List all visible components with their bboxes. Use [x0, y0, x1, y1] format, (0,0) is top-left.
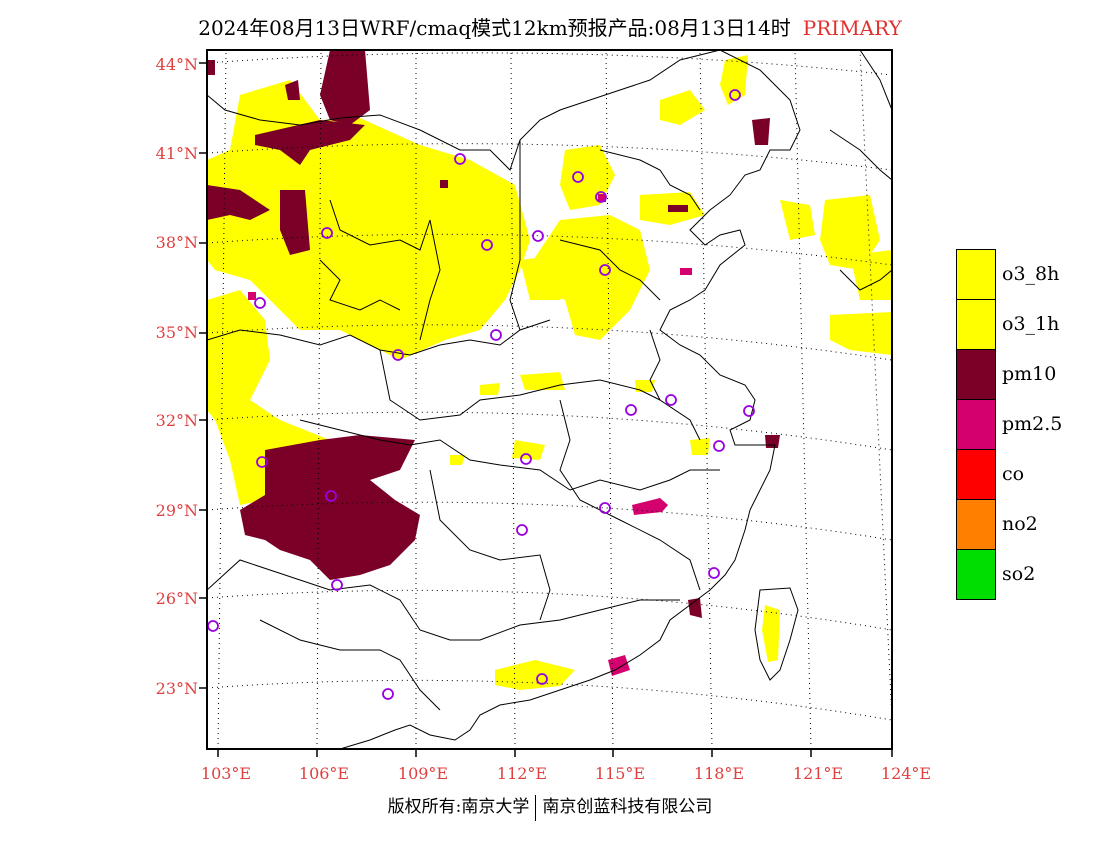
legend-item-co: co: [956, 449, 1096, 499]
legend-label: so2: [1002, 563, 1036, 585]
lon-label-103: 103°E: [200, 764, 252, 783]
legend-item-no2: no2: [956, 499, 1096, 549]
lat-label-29: 29°N: [155, 501, 198, 520]
footer-divider: [535, 794, 537, 821]
lat-label-35: 35°N: [155, 323, 198, 342]
station-markers: [207, 89, 755, 700]
legend-swatch: [956, 249, 996, 299]
legend-label: pm2.5: [1002, 413, 1063, 435]
axis-ticks: [199, 62, 893, 757]
copyright-footer: 版权所有:南京大学 南京创蓝科技有限公司: [0, 792, 1100, 821]
lat-label-23: 23°N: [155, 679, 198, 698]
legend-swatch: [956, 399, 996, 449]
boundaries: [207, 50, 892, 749]
legend-item-o3-8h: o3_8h: [956, 249, 1096, 299]
pollutant-legend: o3_8h o3_1h pm10 pm2.5 co no2 so2: [956, 249, 1096, 600]
graticule: [207, 50, 892, 749]
map-title: 2024年08月13日WRF/cmaq模式12km预报产品:08月13日14时 P…: [0, 12, 1100, 41]
legend-swatch: [956, 349, 996, 399]
lat-label-44: 44°N: [155, 55, 198, 74]
map-frame: [206, 49, 893, 750]
copyright-right: 南京创蓝科技有限公司: [542, 797, 713, 817]
legend-label: no2: [1002, 513, 1038, 535]
title-main: 2024年08月13日WRF/cmaq模式12km预报产品:08月13日14时: [198, 16, 791, 40]
copyright-left: 版权所有:南京大学: [387, 797, 530, 817]
legend-item-pm10: pm10: [956, 349, 1096, 399]
lat-label-38: 38°N: [155, 233, 198, 252]
map-content: [207, 50, 892, 749]
lon-label-115: 115°E: [594, 764, 646, 783]
legend-label: o3_1h: [1002, 313, 1060, 335]
pm10-exceedance-area: [207, 50, 780, 618]
lon-label-112: 112°E: [496, 764, 548, 783]
legend-item-so2: so2: [956, 549, 1096, 600]
legend-item-pm25: pm2.5: [956, 399, 1096, 449]
lon-label-121: 121°E: [792, 764, 844, 783]
lon-label-106: 106°E: [298, 764, 350, 783]
title-tag: PRIMARY: [802, 16, 902, 40]
legend-label: pm10: [1002, 363, 1057, 385]
legend-item-o3-1h: o3_1h: [956, 299, 1096, 349]
lon-label-124: 124°E: [880, 764, 932, 783]
legend-label: o3_8h: [1002, 263, 1060, 285]
lon-label-109: 109°E: [397, 764, 449, 783]
legend-swatch: [956, 449, 996, 499]
legend-swatch: [956, 549, 996, 600]
lat-label-26: 26°N: [155, 589, 198, 608]
legend-swatch: [956, 299, 996, 349]
lon-label-118: 118°E: [693, 764, 745, 783]
lat-label-32: 32°N: [155, 411, 198, 430]
lat-label-41: 41°N: [155, 144, 198, 163]
legend-swatch: [956, 499, 996, 549]
legend-label: co: [1002, 463, 1025, 485]
